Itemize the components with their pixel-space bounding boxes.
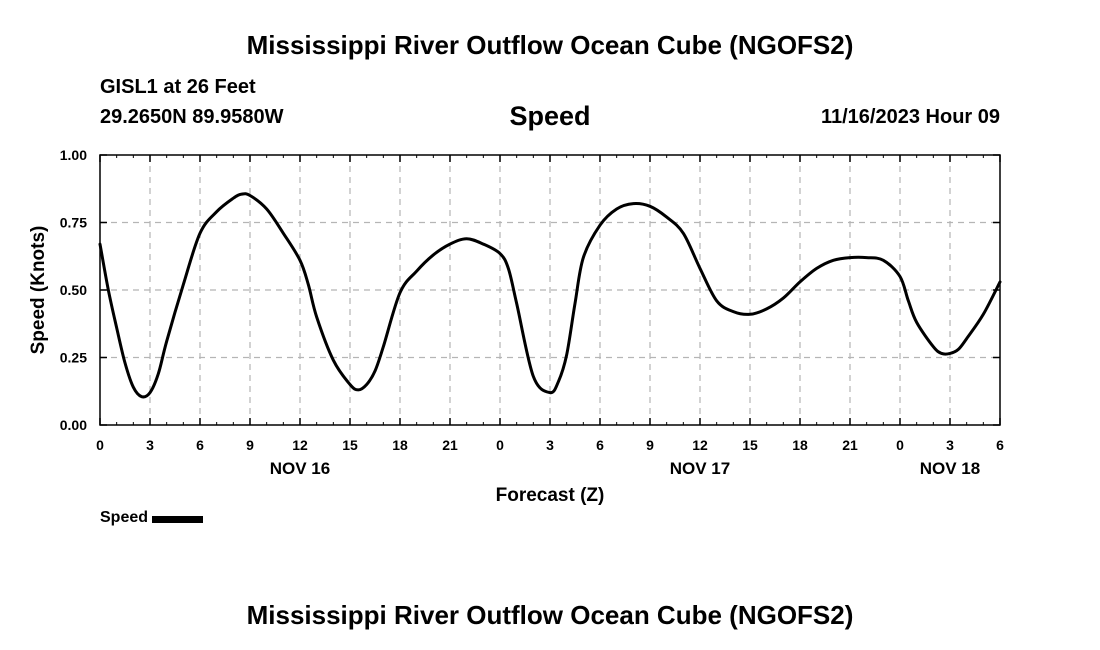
date-label: NOV 16 [270, 459, 330, 478]
y-axis-label: Speed (Knots) [28, 226, 49, 355]
x-tick-label: 21 [442, 437, 458, 453]
x-tick-label: 3 [146, 437, 154, 453]
y-tick-label: 1.00 [60, 147, 87, 163]
y-axis-tick-labels: 0.00 0.25 0.50 0.75 1.00 [60, 147, 87, 433]
x-tick-label: 3 [946, 437, 954, 453]
x-tick-label: 0 [896, 437, 904, 453]
y-tick-label: 0.00 [60, 417, 87, 433]
legend-swatch-speed [152, 515, 204, 523]
footer-chart-title: Mississippi River Outflow Ocean Cube (NG… [246, 600, 854, 630]
x-tick-label: 15 [742, 437, 758, 453]
x-tick-label: 18 [792, 437, 808, 453]
legend-label-speed: Speed [100, 509, 149, 526]
x-tick-label: 0 [96, 437, 104, 453]
x-tick-label: 18 [392, 437, 408, 453]
x-tick-label: 6 [596, 437, 604, 453]
grid-lines [100, 155, 1000, 425]
x-tick-label: 15 [342, 437, 358, 453]
variable-title: Speed [509, 101, 591, 131]
x-tick-label: 0 [496, 437, 504, 453]
speed-series-line [98, 192, 1002, 399]
date-label: NOV 18 [920, 459, 980, 478]
x-axis-tick-labels: 0 3 6 9 12 15 18 21 0 3 6 9 12 15 18 21 0 3 6 [96, 437, 1004, 453]
x-tick-label: 12 [692, 437, 708, 453]
date-labels: NOV 16 NOV 17 NOV 18 [270, 459, 980, 478]
station-label: GISL1 at 26 Feet [100, 76, 256, 98]
date-label: NOV 17 [670, 459, 730, 478]
x-tick-label: 6 [996, 437, 1004, 453]
x-tick-label: 12 [292, 437, 308, 453]
y-tick-label: 0.75 [60, 215, 87, 231]
x-tick-label: 9 [246, 437, 254, 453]
forecast-datetime: 11/16/2023 Hour 09 [820, 106, 1000, 128]
x-tick-label: 9 [646, 437, 654, 453]
station-coordinates: 29.2650N 89.9580W [100, 106, 284, 128]
legend: Speed [100, 509, 204, 527]
series-layer [98, 192, 1002, 399]
axis-ticks [99, 154, 1001, 426]
x-tick-label: 3 [546, 437, 554, 453]
x-axis-label: Forecast (Z) [496, 485, 605, 506]
chart-title: Mississippi River Outflow Ocean Cube (NG… [246, 30, 854, 60]
y-tick-label: 0.25 [60, 350, 87, 366]
x-tick-label: 6 [196, 437, 204, 453]
x-tick-label: 21 [842, 437, 858, 453]
y-tick-label: 0.50 [60, 282, 87, 298]
